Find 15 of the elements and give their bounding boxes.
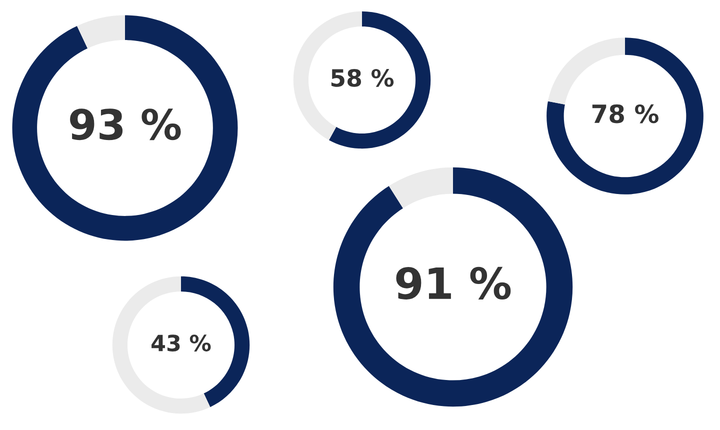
- donut-slice: [548, 38, 625, 105]
- donut-slice: [293, 11, 362, 140]
- donut-slice: [333, 167, 573, 407]
- text: 93 %: [70, 108, 181, 140]
- donut-slice: [546, 38, 704, 194]
- donut-slice: [388, 167, 453, 208]
- text: 43 %: [152, 334, 211, 352]
- donut-slice: [181, 276, 250, 408]
- text: 58 %: [331, 68, 394, 87]
- donut-slice: [76, 15, 125, 48]
- donut-slice: [112, 276, 210, 414]
- donut-slice: [12, 15, 238, 241]
- donut-slice: [328, 11, 431, 149]
- text: 78 %: [592, 104, 658, 124]
- text: 91 %: [396, 266, 511, 300]
